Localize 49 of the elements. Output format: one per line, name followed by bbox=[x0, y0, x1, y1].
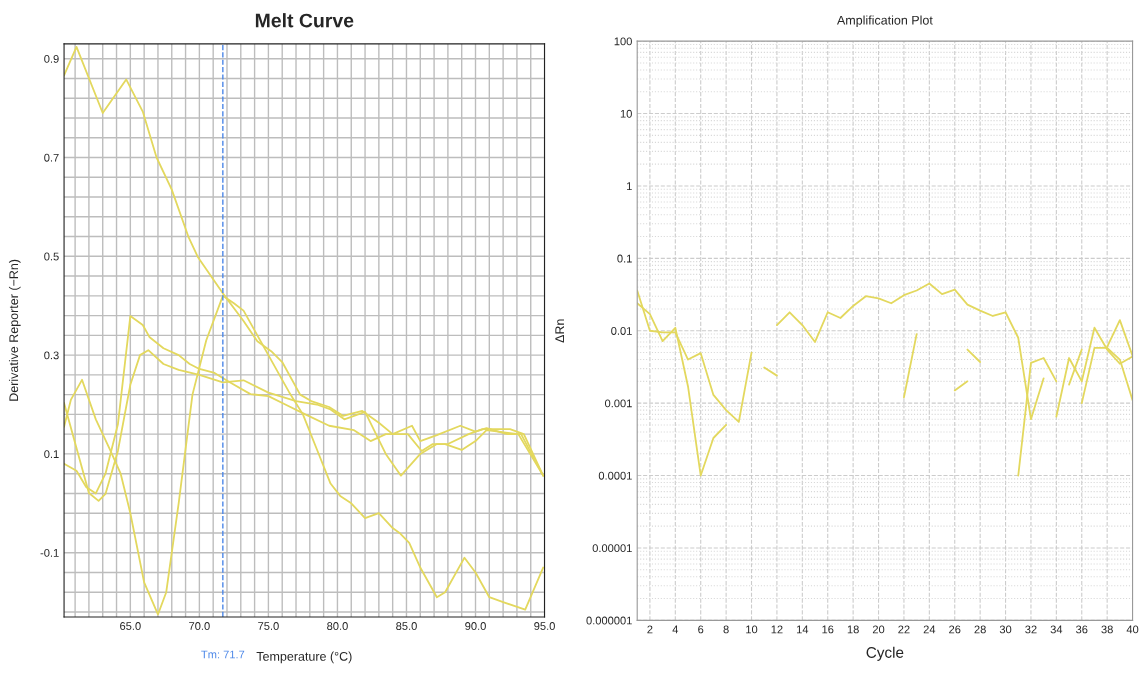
chart-title: Amplification Plot bbox=[836, 15, 933, 28]
x-tick-label: 4 bbox=[672, 625, 679, 634]
x-tick-label: 12 bbox=[771, 625, 783, 634]
x-tick-label: 85.0 bbox=[396, 622, 417, 630]
x-tick-label: 30 bbox=[999, 625, 1012, 634]
y-tick-label: 0.5 bbox=[44, 252, 59, 261]
x-tick-label: 95.0 bbox=[534, 622, 555, 630]
x-tick-label: 10 bbox=[746, 625, 758, 634]
y-tick-label: 100 bbox=[614, 37, 632, 46]
x-tick-label: 80.0 bbox=[327, 622, 348, 630]
y-tick-label: 1 bbox=[627, 182, 632, 190]
y-tick-label: 10 bbox=[620, 109, 632, 118]
x-tick-label: 24 bbox=[923, 625, 936, 634]
x-tick-label: 38 bbox=[1101, 625, 1113, 634]
x-tick-label: 36 bbox=[1076, 625, 1088, 634]
y-tick-label: 0.1 bbox=[44, 450, 59, 459]
y-axis-title: Derivative Reporter (−Rn) bbox=[8, 259, 21, 401]
x-tick-label: 8 bbox=[723, 625, 729, 634]
x-tick-label: 32 bbox=[1025, 625, 1037, 634]
x-tick-label: 26 bbox=[949, 625, 961, 634]
x-tick-label: 18 bbox=[847, 625, 859, 634]
y-tick-label: 0.9 bbox=[44, 54, 59, 63]
x-tick-label: 90.0 bbox=[465, 622, 486, 630]
x-tick-label: 20 bbox=[872, 625, 885, 634]
y-tick-label: -0.1 bbox=[40, 548, 59, 557]
x-tick-label: 75.0 bbox=[258, 622, 279, 630]
y-tick-label: 0.0001 bbox=[598, 471, 632, 480]
x-tick-label: 16 bbox=[822, 625, 834, 634]
x-tick-label: 65.0 bbox=[120, 622, 141, 630]
chart-title: Melt Curve bbox=[255, 13, 354, 28]
x-tick-label: 70.0 bbox=[189, 622, 210, 630]
x-tick-label: 28 bbox=[974, 625, 986, 634]
x-tick-label: 14 bbox=[796, 625, 809, 634]
y-tick-label: 0.3 bbox=[44, 351, 59, 360]
x-tick-label: 22 bbox=[898, 625, 910, 634]
y-tick-label: 0.7 bbox=[44, 153, 59, 162]
ref-line-label: Tm: 71.7 bbox=[201, 650, 245, 659]
x-tick-label: 34 bbox=[1050, 625, 1063, 634]
x-tick-label: 6 bbox=[698, 625, 704, 634]
y-tick-label: 0.00001 bbox=[592, 544, 632, 553]
y-tick-label: 0.000001 bbox=[586, 616, 632, 625]
x-tick-label: 40 bbox=[1126, 625, 1139, 634]
x-axis-title: Cycle bbox=[866, 646, 904, 661]
x-axis-title: Temperature (°C) bbox=[256, 651, 352, 664]
y-tick-label: 0.01 bbox=[611, 327, 632, 335]
x-tick-label: 2 bbox=[647, 625, 653, 634]
y-tick-label: 0.1 bbox=[617, 254, 632, 263]
y-axis-title: ΔRn bbox=[555, 319, 564, 343]
y-tick-label: 0.001 bbox=[604, 399, 632, 408]
